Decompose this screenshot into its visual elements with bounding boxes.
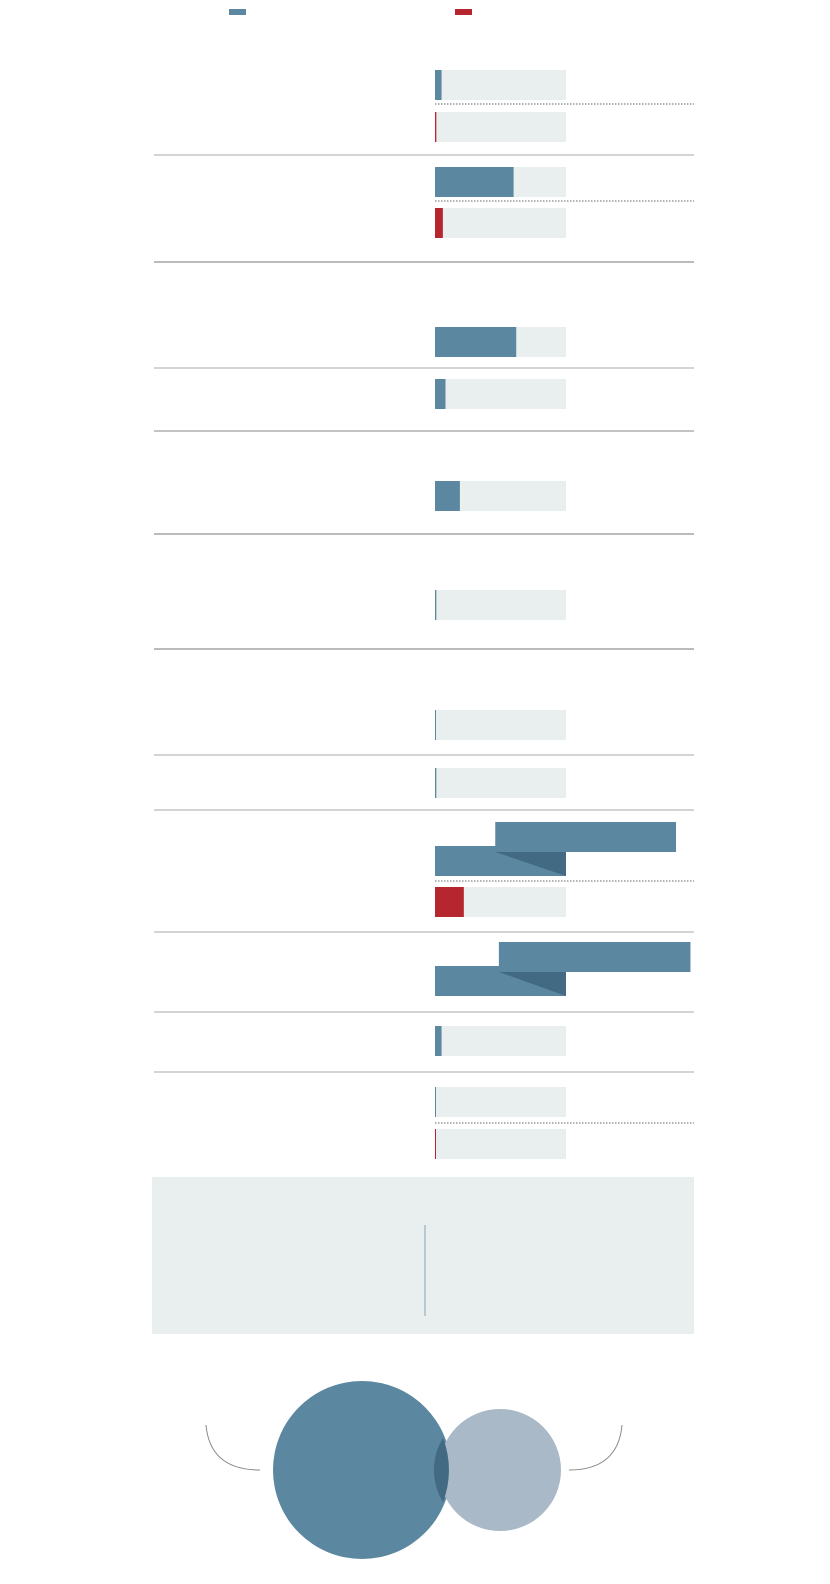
bar bbox=[435, 768, 437, 798]
bar bbox=[435, 167, 514, 197]
bar-track bbox=[435, 379, 566, 409]
bar bbox=[435, 710, 436, 740]
summary-panel bbox=[152, 1177, 694, 1334]
bar bbox=[435, 208, 443, 238]
circle-overlap bbox=[433, 1438, 449, 1502]
circle-small bbox=[439, 1409, 561, 1531]
bar-track bbox=[435, 112, 566, 142]
bar-track bbox=[435, 710, 566, 740]
bar-track bbox=[435, 1087, 566, 1117]
legend-swatch bbox=[455, 9, 472, 15]
bar-track bbox=[435, 1026, 566, 1056]
bar-track bbox=[435, 1129, 566, 1159]
bar-track bbox=[435, 768, 566, 798]
bar-track bbox=[435, 70, 566, 100]
bar-overflow bbox=[498, 942, 691, 972]
bar bbox=[435, 590, 437, 620]
bar bbox=[435, 481, 460, 511]
connector bbox=[205, 1424, 261, 1471]
bar bbox=[435, 887, 464, 917]
bar-track bbox=[435, 208, 566, 238]
connector bbox=[568, 1424, 623, 1471]
bar-fold bbox=[498, 972, 566, 996]
bar bbox=[435, 112, 437, 142]
bar bbox=[435, 1129, 436, 1159]
bar bbox=[435, 70, 442, 100]
bar bbox=[435, 1087, 436, 1117]
bar-track bbox=[435, 590, 566, 620]
bar-overflow bbox=[495, 822, 677, 852]
circle-large bbox=[273, 1381, 451, 1559]
bar bbox=[435, 379, 446, 409]
legend-swatch bbox=[229, 9, 246, 15]
bar-fold bbox=[495, 852, 566, 876]
bar bbox=[435, 327, 517, 357]
bar bbox=[435, 1026, 442, 1056]
